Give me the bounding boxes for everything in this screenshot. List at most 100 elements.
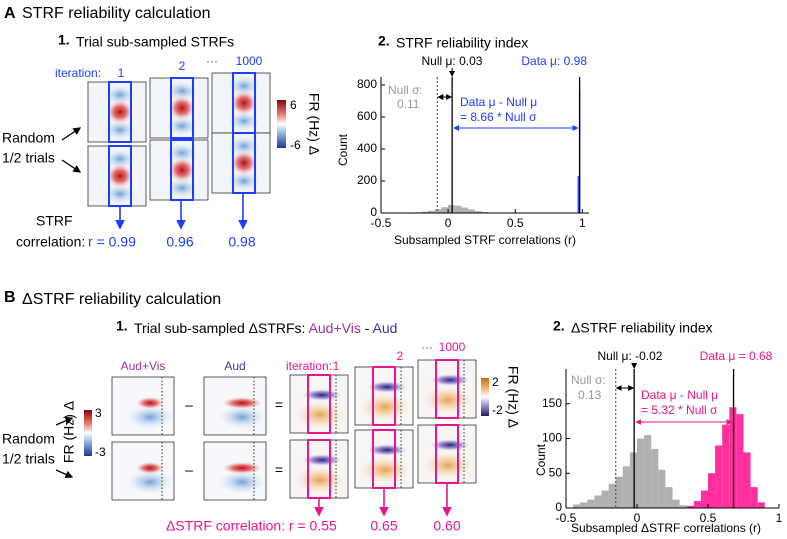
correlation-label: correlation: <box>16 234 85 250</box>
annotation: Null μ: 0.03 <box>422 54 483 68</box>
y-axis-label: Count <box>336 133 350 166</box>
correlation: ΔSTRF correlation: r = 0.55 <box>166 518 337 534</box>
y-tick-label: 50 <box>549 465 563 479</box>
x-axis-label: Subsampled ΔSTRF correlations (r) <box>571 521 761 535</box>
panel-title: STRF reliability calculation <box>22 5 211 22</box>
strf-blob <box>294 466 346 494</box>
strf-blob <box>231 151 257 175</box>
colorbar <box>481 378 489 416</box>
title-part: Aud <box>373 320 398 336</box>
strf-blob <box>166 81 198 101</box>
selection-box <box>170 139 194 201</box>
histogram-bar <box>686 505 694 508</box>
strf-blob <box>231 91 257 115</box>
correlation: 0.60 <box>433 518 460 534</box>
correlation: 0.96 <box>166 234 193 250</box>
strf-blob <box>169 96 195 120</box>
strf-blob <box>302 389 342 401</box>
colorbar <box>84 410 92 456</box>
ellipsis: ··· <box>421 340 433 354</box>
annotation: Null σ: <box>388 83 423 97</box>
strf-blob <box>228 136 260 156</box>
condition-label: Aud <box>224 359 245 373</box>
colorbar-tick: 6 <box>290 98 297 112</box>
histogram-bar <box>468 209 475 213</box>
histogram-bar <box>580 502 588 508</box>
strf-blob <box>359 456 411 484</box>
panel-letter: B <box>4 289 16 306</box>
colorbar <box>277 100 286 148</box>
y-tick-label: 200 <box>357 173 377 187</box>
random-label: Random <box>2 431 55 447</box>
histogram-bar <box>693 501 701 508</box>
y-axis-label: Count <box>534 443 548 476</box>
strf-blob <box>104 184 136 204</box>
y-tick-label: 100 <box>542 431 562 445</box>
histogram-bar <box>743 452 751 508</box>
arrow <box>55 469 74 478</box>
histogram-bar <box>434 209 442 213</box>
histogram-bar <box>474 211 482 213</box>
histogram-bar <box>757 502 765 508</box>
operator: = <box>275 462 283 478</box>
histogram-bar <box>700 490 708 508</box>
histogram-bar <box>644 435 652 508</box>
arrow <box>61 127 82 141</box>
condition-label: Aud+Vis <box>121 359 166 373</box>
histogram-bar <box>629 452 637 508</box>
strf-blob <box>228 111 260 131</box>
iteration: 1000 <box>236 54 263 68</box>
operator: – <box>185 397 193 413</box>
x-tick-label: -0.5 <box>556 511 577 525</box>
chart-title: ΔSTRF reliability index <box>571 320 713 336</box>
colorbar-tick: -3 <box>95 445 106 459</box>
x-tick-label: 0.5 <box>700 511 717 525</box>
operator: – <box>185 462 193 478</box>
annotation: = 5.32 * Null σ <box>641 403 718 417</box>
histogram-bar <box>715 445 723 508</box>
annotation: 0.13 <box>578 388 602 402</box>
strf-blob <box>104 85 136 105</box>
strf-blob <box>136 462 164 474</box>
histogram-bar <box>454 205 462 213</box>
colorbar-label: FR (Hz) Δ <box>61 401 77 463</box>
correlation: 0.98 <box>228 234 255 250</box>
step-title: Trial sub-sampled STRFs <box>76 34 234 50</box>
strf-blob <box>166 116 198 136</box>
correlation-label: STRF <box>36 213 73 229</box>
step-number: 1. <box>58 32 70 48</box>
histogram-bar <box>665 487 673 508</box>
annotation: Data μ - Null μ <box>460 95 537 109</box>
strf-blob <box>104 149 136 169</box>
annotation: Null σ: <box>571 373 606 387</box>
iteration: 1 <box>118 66 125 80</box>
annotation: = 8.66 * Null σ <box>460 110 537 124</box>
y-tick-label: 800 <box>357 77 377 91</box>
histogram-bar <box>672 499 680 508</box>
y-tick-label: 600 <box>357 109 377 123</box>
strf-blob <box>422 386 474 414</box>
strf-blob <box>104 120 136 140</box>
strf-blob <box>136 397 164 409</box>
histogram-bar <box>461 207 469 213</box>
colorbar-tick: 3 <box>95 406 102 420</box>
strf-blob <box>430 439 470 451</box>
selection-box <box>170 77 194 139</box>
strf-blob <box>228 76 260 96</box>
strf-blob <box>107 164 133 188</box>
iteration-label: iteration: <box>286 359 332 373</box>
chart-title: STRF reliability index <box>396 35 528 51</box>
correlation: 0.65 <box>370 518 397 534</box>
colorbar-tick: -2 <box>492 403 503 417</box>
colorbar-label: FR (Hz) Δ <box>306 93 322 155</box>
annotation: Data μ: 0.98 <box>521 54 587 68</box>
strf-blob <box>430 374 470 386</box>
random-label: 1/2 trials <box>2 451 55 467</box>
strf-blob <box>222 462 262 474</box>
histogram-bar <box>637 438 645 508</box>
y-tick-label: 0 <box>370 205 377 219</box>
histogram-bar <box>587 499 595 508</box>
selection-box <box>435 359 459 419</box>
histogram-bar <box>658 469 666 508</box>
